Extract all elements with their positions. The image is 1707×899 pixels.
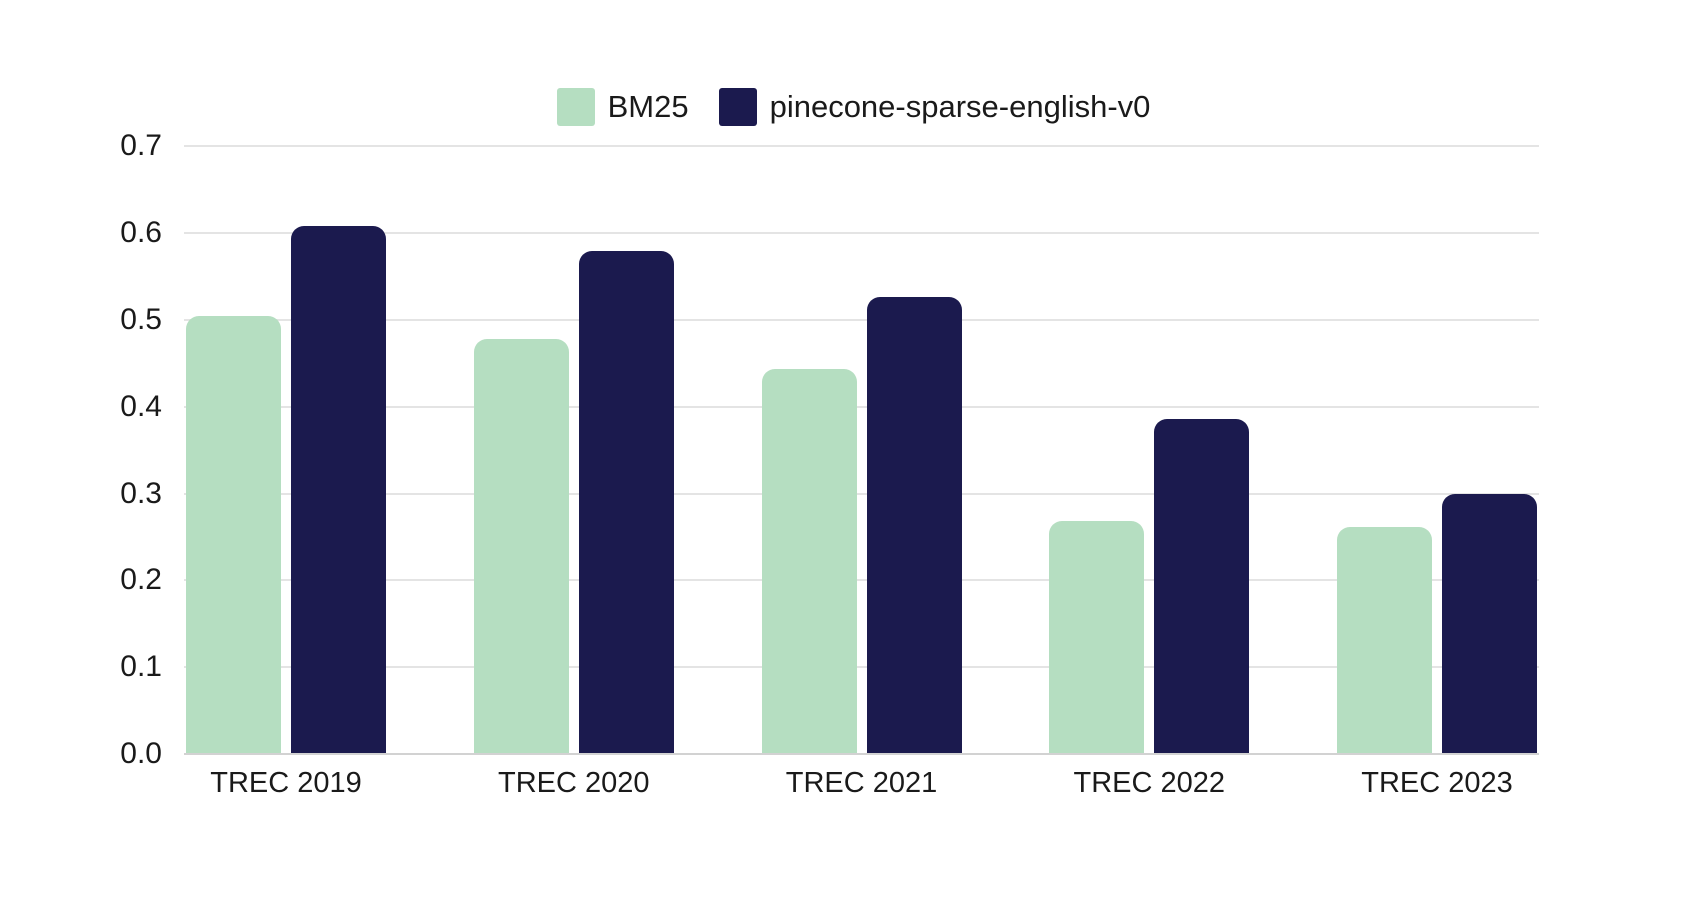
bar-bm25-trec-2019 — [186, 316, 281, 754]
gridline-0.2 — [184, 579, 1539, 582]
x-axis-category-label-trec-2020: TREC 2020 — [497, 767, 650, 799]
legend-item-pinecone-sparse-english-v0: pinecone-sparse-english-v0 — [718, 88, 1151, 126]
legend-label-bm25: BM25 — [607, 89, 689, 124]
legend-swatch-bm25 — [556, 88, 595, 126]
bar-pinecone-sparse-english-v0-trec-2019 — [291, 226, 386, 754]
x-axis-category-label-trec-2021: TREC 2021 — [785, 767, 938, 799]
gridline-0.5 — [184, 319, 1539, 321]
x-axis-category-label-trec-2023: TREC 2023 — [1361, 767, 1513, 799]
y-axis-tick-label-0.3: 0.3 — [120, 476, 162, 510]
gridline-0.6 — [184, 232, 1539, 235]
gridline-0.1 — [184, 666, 1539, 669]
y-axis-tick-label-0.6: 0.6 — [120, 216, 162, 250]
bar-bm25-trec-2021 — [761, 369, 857, 754]
y-axis-tick-label-0.7: 0.7 — [120, 129, 162, 163]
y-axis-tick-label-0.0: 0.0 — [120, 737, 162, 770]
y-axis-tick-label-0.5: 0.5 — [120, 303, 162, 336]
bar-pinecone-sparse-english-v0-trec-2021 — [866, 297, 962, 754]
legend-item-bm25: BM25 — [556, 88, 689, 126]
x-axis-category-label-trec-2019: TREC 2019 — [210, 767, 362, 799]
bar-bm25-trec-2020 — [473, 339, 569, 754]
bar-pinecone-sparse-english-v0-trec-2023 — [1442, 494, 1537, 754]
gridline-0.3 — [184, 492, 1539, 495]
gridline-0.4 — [184, 405, 1539, 408]
legend: BM25 pinecone-sparse-english-v0 — [0, 88, 1707, 126]
y-axis-tick-label-0.4: 0.4 — [120, 389, 162, 423]
bar-pinecone-sparse-english-v0-trec-2022 — [1154, 419, 1250, 754]
bar-pinecone-sparse-english-v0-trec-2020 — [578, 251, 674, 754]
legend-swatch-pinecone-sparse-english-v0 — [718, 88, 757, 126]
x-axis-category-label-trec-2022: TREC 2022 — [1073, 767, 1225, 799]
y-axis-tick-label-0.2: 0.2 — [120, 563, 162, 597]
legend-label-pinecone-sparse-english-v0: pinecone-sparse-english-v0 — [769, 89, 1151, 124]
bar-bm25-trec-2022 — [1049, 521, 1145, 754]
y-axis-tick-label-0.1: 0.1 — [120, 650, 162, 684]
x-axis-line — [184, 753, 1539, 755]
gridline-0.7 — [184, 145, 1539, 148]
bar-bm25-trec-2023 — [1337, 527, 1432, 754]
